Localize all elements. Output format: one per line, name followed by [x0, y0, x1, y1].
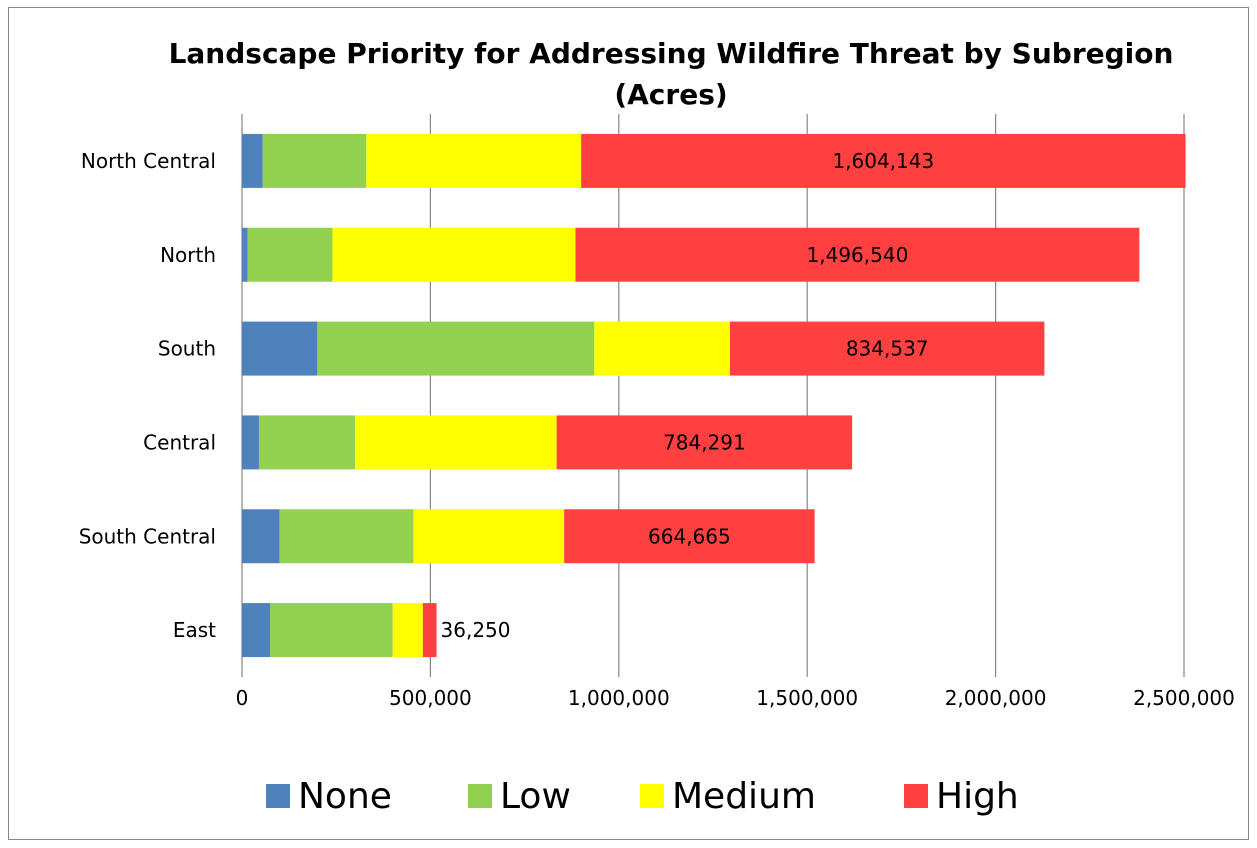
bar-east-medium	[392, 603, 423, 658]
bar-north-central-medium	[366, 133, 582, 188]
legend-swatch-medium	[640, 784, 664, 808]
legend: None Low Medium High	[266, 776, 1019, 817]
category-label-south: South	[158, 337, 216, 361]
legend-label-low: Low	[500, 776, 571, 817]
bar-south-central-medium	[413, 509, 565, 564]
bar-north-none	[242, 227, 248, 282]
bar-east-high	[422, 603, 437, 658]
bar-east-none	[242, 603, 271, 658]
chart-title-line-2: (Acres)	[614, 78, 727, 111]
legend-label-medium: Medium	[672, 776, 816, 817]
bar-north-central-none	[242, 133, 263, 188]
bar-north-central-high	[581, 133, 1186, 188]
data-label-central: 784,291	[663, 430, 746, 454]
bar-south-central-high	[564, 509, 815, 564]
bar-north-high	[575, 227, 1140, 282]
bar-south-none	[242, 321, 318, 376]
x-tick-label-1: 500,000	[389, 686, 472, 710]
category-labels-group: North Central North South Central South Cent…	[79, 149, 216, 642]
category-label-north-central: North Central	[81, 149, 216, 173]
category-label-south-central: South Central	[79, 524, 216, 548]
data-label-south-central: 664,665	[648, 524, 731, 548]
legend-swatch-high	[904, 784, 928, 808]
bar-north-central-low	[262, 133, 367, 188]
bar-north-low	[247, 227, 333, 282]
bar-south-central-low	[279, 509, 414, 564]
legend-label-none: None	[298, 776, 392, 817]
x-axis-tick-labels-group: 0 500,000 1,000,000 1,500,000 2,000,000 2,500…	[236, 686, 1235, 710]
chart-title-line-1: Landscape Priority for Addressing Wildfi…	[169, 37, 1174, 70]
x-tick-label-0: 0	[236, 686, 249, 710]
legend-swatch-none	[266, 784, 290, 808]
category-label-east: East	[173, 618, 216, 642]
x-tick-label-3: 1,500,000	[756, 686, 858, 710]
x-tick-label-4: 2,000,000	[945, 686, 1047, 710]
gridlines	[241, 114, 1185, 677]
bar-central-low	[258, 415, 356, 470]
bar-south-central-none	[242, 509, 280, 564]
bar-south-low	[317, 321, 595, 376]
data-label-south: 834,537	[846, 337, 929, 361]
data-label-north-central: 1,604,143	[832, 149, 934, 173]
data-label-north: 1,496,540	[807, 243, 909, 267]
x-tick-label-2: 1,000,000	[568, 686, 670, 710]
bar-south-high	[729, 321, 1045, 376]
bar-east-low	[270, 603, 393, 658]
bar-central-high	[556, 415, 853, 470]
bar-central-none	[242, 415, 259, 470]
bar-central-medium	[355, 415, 557, 470]
bars-group	[242, 133, 1186, 658]
data-label-east: 36,250	[441, 618, 511, 642]
x-tick-label-5: 2,500,000	[1133, 686, 1235, 710]
data-labels-group: 1,604,143 1,496,540 834,537 784,291 664,665 3…	[441, 149, 935, 642]
legend-label-high: High	[936, 776, 1019, 817]
legend-swatch-low	[468, 784, 492, 808]
category-label-north: North	[160, 243, 216, 267]
bar-north-medium	[332, 227, 576, 282]
bar-south-medium	[594, 321, 730, 376]
category-label-central: Central	[143, 430, 216, 454]
